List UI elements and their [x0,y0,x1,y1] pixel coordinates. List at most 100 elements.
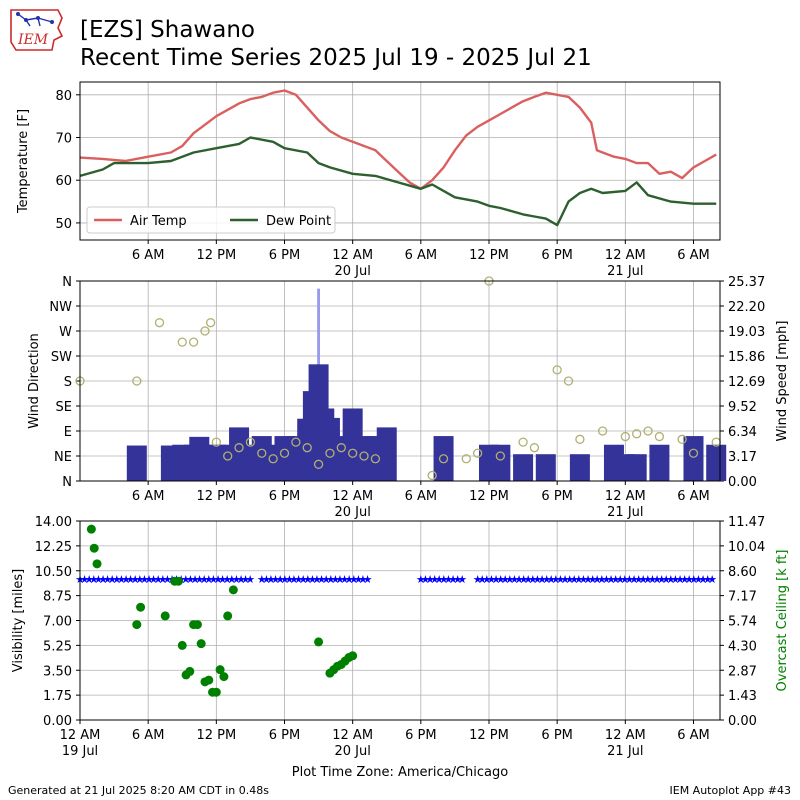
visibility-point: ★ [537,573,547,586]
network-icon [17,13,53,27]
visibility-point: ★ [439,573,449,586]
wind-direction-point [688,448,699,458]
speed-tick-label: 22.20 [728,300,765,315]
ceiling-tick-label: 8.60 [728,565,757,580]
wind-direction-point [461,454,471,464]
visibility-point: ★ [693,573,703,586]
visibility-point: ★ [266,573,276,586]
ceiling-point [185,666,195,676]
ceiling-tick-label: 5.74 [728,615,757,630]
x-tick-label: 12 PM [196,248,236,263]
visibility-point: ★ [500,573,510,586]
x-tick-label: 12 AM [605,489,646,504]
ceiling-point [314,637,324,647]
visibility-point: ★ [139,573,149,586]
air-temp-line [79,89,717,190]
wind-speed-bar [649,444,670,481]
direction-tick-label: E [64,425,72,440]
visibility-point: ★ [153,573,163,586]
wind-direction-point [529,443,540,453]
ceiling-tick-label: 2.87 [728,664,757,679]
visibility-point: ★ [312,573,322,586]
y-axis-label: Visibility [miles] [11,569,26,672]
wind-direction-point [495,451,506,461]
speed-tick-label: 15.86 [728,350,765,365]
visibility-point: ★ [121,573,131,586]
ceiling-point [211,687,221,697]
visibility-tick-label: 8.75 [43,590,72,605]
visibility-point: ★ [569,573,579,586]
direction-tick-label: SE [56,400,72,415]
visibility-tick-label: 14.00 [35,515,72,530]
ceiling-point [219,672,229,682]
legend-label: Air Temp [130,214,187,229]
legend-label: Dew Point [266,214,331,229]
x-date-label: 21 Jul [607,264,643,279]
visibility-point: ★ [158,573,168,586]
x-tick-label: 12 AM [332,248,373,263]
visibility-tick-label: 3.50 [43,664,72,679]
visibility-point: ★ [638,573,648,586]
visibility-point: ★ [185,573,195,586]
wind-direction-point [654,431,665,442]
visibility-point: ★ [425,573,435,586]
y2-axis-label: Overcast Ceiling [k ft] [775,550,790,692]
x-date-label: 20 Jul [334,505,370,520]
ceiling-point [173,576,183,586]
ceiling-point [86,524,96,534]
ceiling-tick-label: 11.47 [728,515,765,530]
direction-tick-label: NW [49,300,72,315]
visibility-point: ★ [453,573,463,586]
visibility-point: ★ [416,573,426,586]
visibility-point: ★ [181,573,191,586]
ceiling-point [92,559,102,569]
x-tick-label: 12 AM [332,489,373,504]
visibility-point: ★ [551,573,561,586]
y-axis-label: Temperature [F] [16,109,31,214]
wind-direction-point [518,437,528,447]
wind-speed-bar [376,427,397,481]
visibility-point: ★ [227,573,237,586]
visibility-point: ★ [532,573,542,586]
visibility-point: ★ [542,573,552,586]
wind-speed-bar [706,444,727,481]
visibility-point: ★ [358,573,368,586]
visibility-point: ★ [321,573,331,586]
wind-direction-point [575,434,585,444]
x-tick-label: 6 AM [677,728,710,743]
visibility-point: ★ [509,573,519,586]
visibility-point: ★ [661,573,671,586]
visibility-point: ★ [578,573,588,586]
wind-direction-point [268,454,278,464]
visibility-point: ★ [257,573,267,586]
wind-direction-point [472,448,483,458]
ceiling-point [160,611,170,621]
visibility-point: ★ [491,573,501,586]
wind-direction-point [257,448,267,458]
visibility-point: ★ [204,573,214,586]
visibility-point: ★ [670,573,680,586]
visibility-point: ★ [93,573,103,586]
visibility-point: ★ [689,573,699,586]
ceiling-tick-label: 1.43 [728,689,757,704]
visibility-point: ★ [222,573,232,586]
ceiling-point [228,585,238,595]
visibility-point: ★ [149,573,159,586]
visibility-point: ★ [344,573,354,586]
visibility-point: ★ [213,573,223,586]
wind-speed-bar [626,454,647,481]
wind-direction-point [336,443,346,453]
x-tick-label: 6 AM [132,489,165,504]
visibility-point: ★ [652,573,662,586]
x-tick-label: 6 AM [405,489,438,504]
visibility-point: ★ [707,573,717,586]
visibility-point: ★ [620,573,630,586]
x-tick-label: 12 PM [196,489,236,504]
wind-speed-bar [535,454,556,481]
y-tick-label: 80 [55,89,72,104]
visibility-point: ★ [684,573,694,586]
visibility-point: ★ [611,573,621,586]
footer-generated: Generated at 21 Jul 2025 8:20 AM CDT in … [8,784,269,797]
visibility-point: ★ [294,573,304,586]
visibility-point: ★ [477,573,487,586]
